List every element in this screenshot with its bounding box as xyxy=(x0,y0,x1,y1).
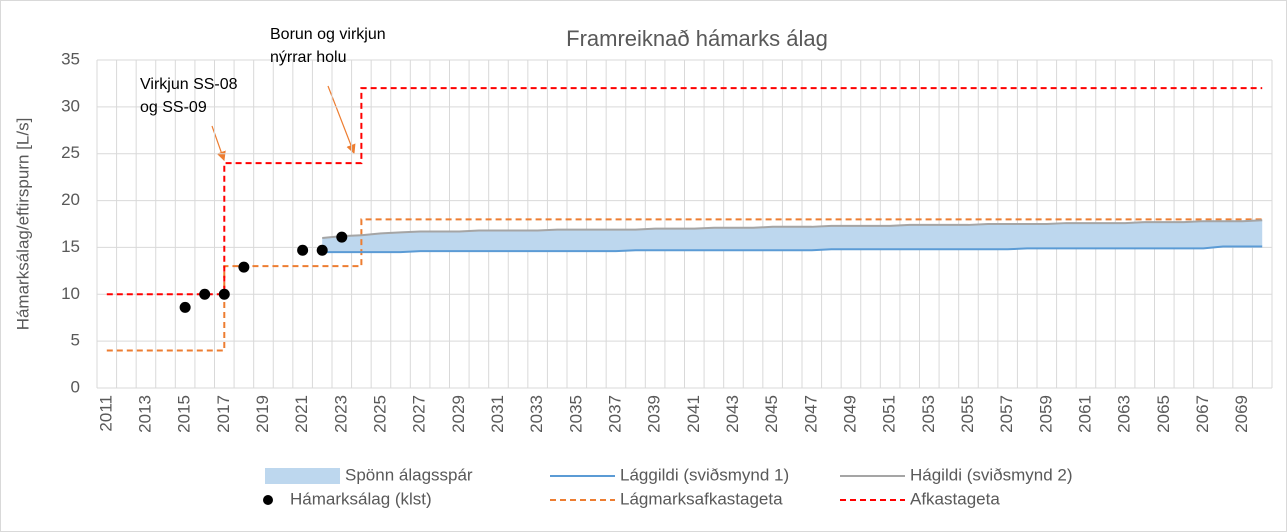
chart-title: Framreiknað hámarks álag xyxy=(566,26,828,51)
x-tick-label: 2025 xyxy=(370,395,389,433)
x-tick-label: 2029 xyxy=(449,395,468,433)
legend-label: Hámarksálag (klst) xyxy=(290,489,432,508)
x-tick-label: 2045 xyxy=(762,395,781,433)
y-tick-label: 15 xyxy=(61,237,80,256)
x-tick-label: 2027 xyxy=(410,395,429,433)
x-tick-label: 2039 xyxy=(645,395,664,433)
legend-label: Lággildi (sviðsmynd 1) xyxy=(620,465,789,484)
point xyxy=(336,231,348,243)
x-tick-label: 2067 xyxy=(1193,395,1212,433)
point xyxy=(179,301,191,313)
step-line xyxy=(106,218,1263,352)
x-tick-label: 2031 xyxy=(488,395,507,433)
legend-swatch xyxy=(265,468,340,484)
x-tick-label: 2049 xyxy=(840,395,859,433)
x-tick-label: 2055 xyxy=(958,395,977,433)
line xyxy=(322,245,1263,254)
x-tick-label: 2017 xyxy=(214,395,233,433)
x-tick-label: 2051 xyxy=(880,395,899,433)
step-line xyxy=(106,87,1263,296)
x-tick-label: 2043 xyxy=(723,395,742,433)
point xyxy=(238,261,250,273)
annotation: nýrrar holu xyxy=(270,49,346,66)
x-tick-label: 2061 xyxy=(1075,395,1094,433)
y-tick-label: 10 xyxy=(61,284,80,303)
x-tick-label: 2063 xyxy=(1115,395,1134,433)
legend-swatch xyxy=(263,495,273,505)
x-tick-label: 2069 xyxy=(1232,395,1251,433)
x-tick-label: 2065 xyxy=(1154,395,1173,433)
x-tick-label: 2033 xyxy=(527,395,546,433)
x-tick-label: 2037 xyxy=(605,395,624,433)
x-tick-label: 2023 xyxy=(331,395,350,433)
y-tick-label: 30 xyxy=(61,96,80,115)
y-tick-label: 5 xyxy=(71,331,80,350)
legend-label: Lágmarksafkastageta xyxy=(620,489,783,508)
x-tick-label: 2053 xyxy=(919,395,938,433)
annotation: Borun og virkjun xyxy=(270,26,386,43)
point xyxy=(199,288,211,300)
x-tick-label: 2011 xyxy=(96,395,115,432)
point xyxy=(297,244,309,256)
x-tick-label: 2035 xyxy=(566,395,585,433)
annotation: Virkjun SS-08 xyxy=(140,76,238,93)
x-tick-label: 2059 xyxy=(1036,395,1055,433)
x-tick-label: 2013 xyxy=(135,395,154,433)
x-tick-label: 2041 xyxy=(684,395,703,433)
x-tick-label: 2057 xyxy=(997,395,1016,433)
legend-label: Hágildi (sviðsmynd 2) xyxy=(910,465,1073,484)
legend-label: Afkastageta xyxy=(910,489,1000,508)
x-tick-label: 2019 xyxy=(253,395,272,433)
y-tick-label: 35 xyxy=(61,49,80,68)
y-axis-label: Hámarksálag/eftirspurn [L/s] xyxy=(13,118,32,331)
point xyxy=(316,244,328,256)
line xyxy=(322,219,1263,240)
y-tick-label: 20 xyxy=(61,190,80,209)
annotation: og SS-09 xyxy=(140,99,207,116)
x-tick-label: 2015 xyxy=(175,395,194,433)
legend-label: Spönn álagsspár xyxy=(345,465,473,484)
y-tick-label: 25 xyxy=(61,143,80,162)
band-area xyxy=(322,220,1263,253)
y-tick-label: 0 xyxy=(71,377,80,396)
x-tick-label: 2047 xyxy=(801,395,820,433)
x-tick-label: 2021 xyxy=(292,395,311,433)
point xyxy=(218,288,230,300)
